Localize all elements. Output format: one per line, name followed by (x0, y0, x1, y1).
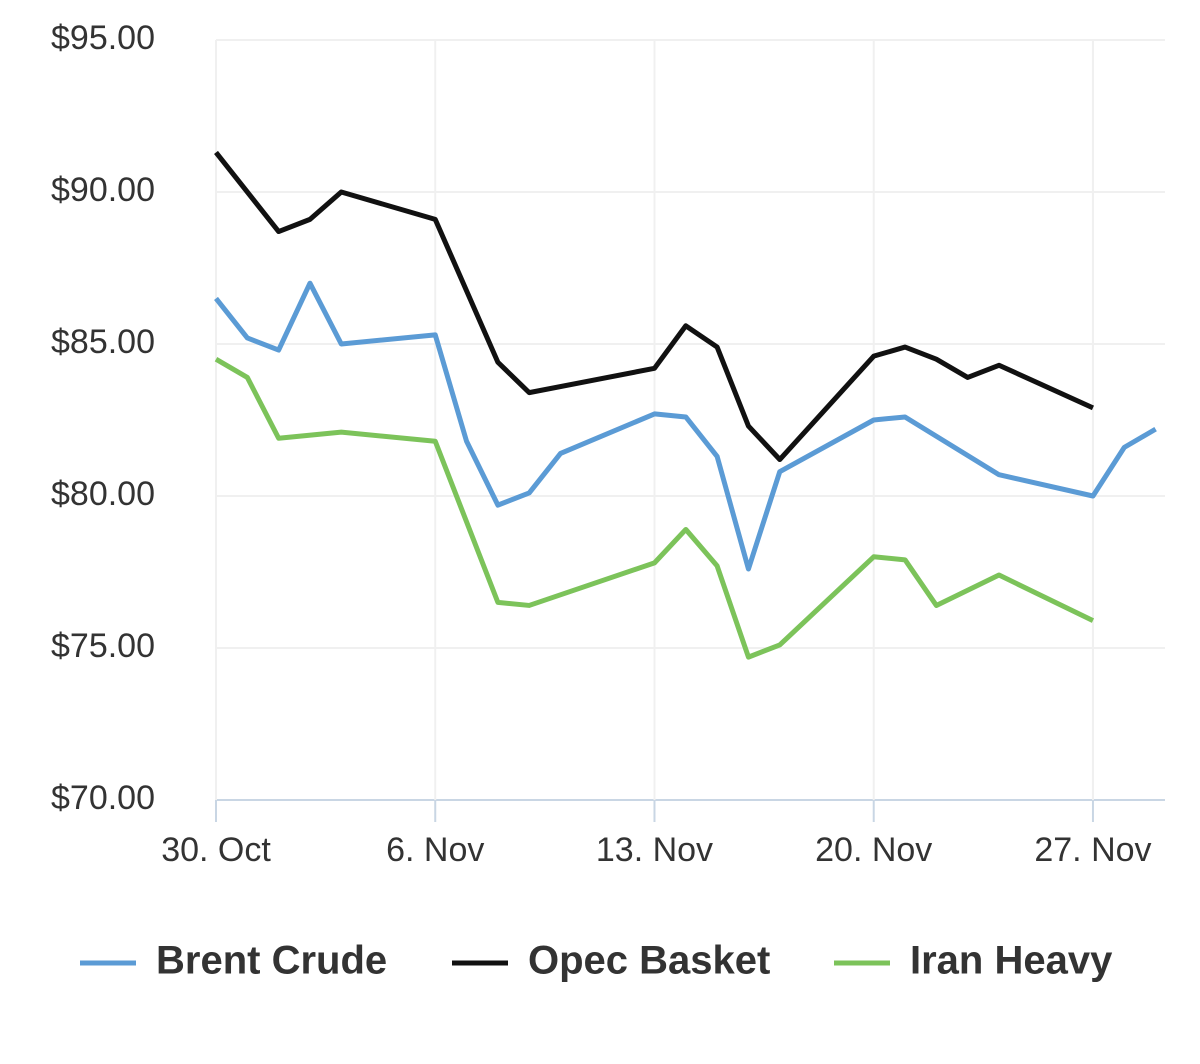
series-line (214, 280, 1157, 572)
series-line (214, 357, 1095, 660)
y-tick-label: $95.00 (51, 19, 155, 57)
y-tick-label: $90.00 (51, 171, 155, 209)
y-tick-label: $85.00 (51, 323, 155, 361)
x-tick-label: 6. Nov (386, 831, 484, 869)
x-tick-label: 20. Nov (815, 831, 932, 869)
legend-label: Iran Heavy (910, 939, 1113, 983)
x-tick-label: 13. Nov (596, 831, 713, 869)
legend-label: Opec Basket (528, 939, 770, 983)
y-tick-label: $75.00 (51, 627, 155, 665)
y-tick-label: $70.00 (51, 779, 155, 817)
x-tick-label: 27. Nov (1034, 831, 1151, 869)
x-tick-label: 30. Oct (161, 831, 271, 869)
y-tick-label: $80.00 (51, 475, 155, 513)
series-line (214, 150, 1094, 463)
legend-label: Brent Crude (156, 939, 387, 983)
